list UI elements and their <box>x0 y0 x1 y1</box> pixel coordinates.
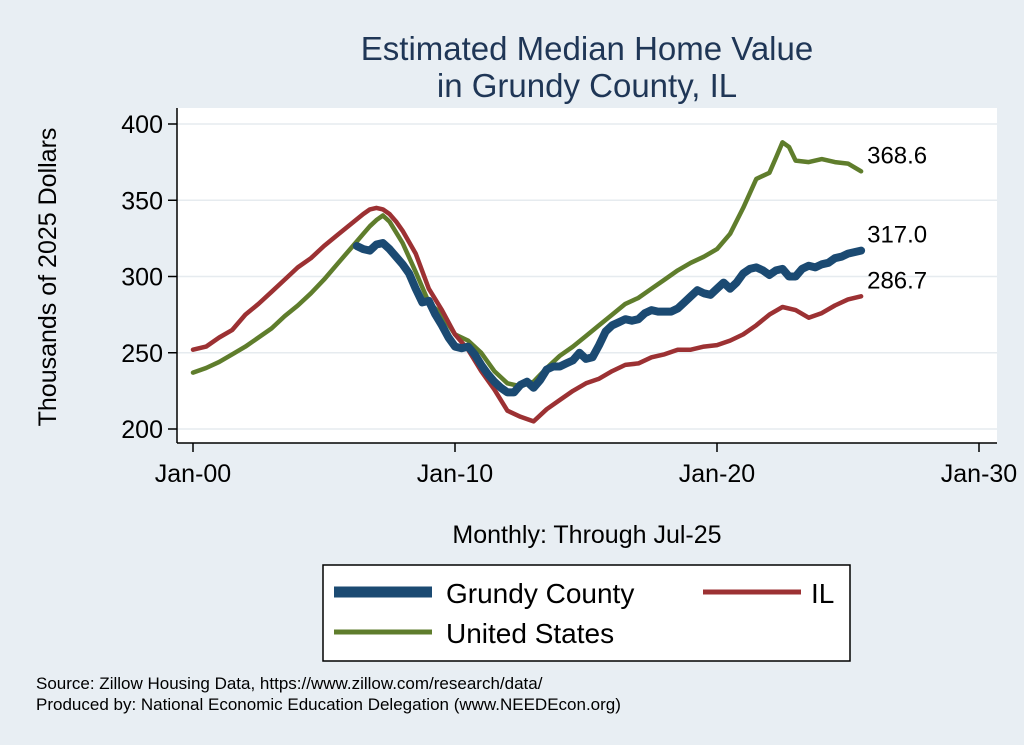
chart-title-line-2: in Grundy County, IL <box>437 67 737 104</box>
x-tick-label-Jan-10: Jan-10 <box>417 460 493 488</box>
legend-label-united-states: United States <box>446 618 614 649</box>
x-axis-title: Monthly: Through Jul-25 <box>452 521 721 549</box>
legend-label-il: IL <box>811 578 834 609</box>
legend-box <box>322 564 851 662</box>
legend: Grundy County IL United States <box>322 564 851 662</box>
y-axis-title: Thousands of 2025 Dollars <box>34 128 62 427</box>
end-label-grundy-county: 317.0 <box>867 222 927 249</box>
series-line-il <box>190 205 864 424</box>
producer-note: Produced by: National Economic Education… <box>36 695 621 714</box>
y-tick-label-300: 300 <box>121 264 163 292</box>
legend-label-grundy-county: Grundy County <box>446 578 634 609</box>
x-tick-label-Jan-20: Jan-20 <box>679 460 755 488</box>
x-tick-label-Jan-30: Jan-30 <box>941 460 1017 488</box>
y-tick-label-250: 250 <box>121 340 163 368</box>
series-line-grundy-county <box>352 239 866 397</box>
chart-title-line-1: Estimated Median Home Value <box>361 30 813 67</box>
x-tick-label-Jan-00: Jan-00 <box>155 460 231 488</box>
y-tick-label-400: 400 <box>121 111 163 139</box>
y-tick-label-200: 200 <box>121 416 163 444</box>
source-note: Source: Zillow Housing Data, https://www… <box>36 674 543 693</box>
axes: 200 250 300 350 400 Jan-00 Jan-10 Jan-20 Jan-30 <box>121 108 1017 488</box>
plot-area <box>177 108 997 443</box>
series-lines <box>190 140 866 424</box>
end-label-il: 286.7 <box>867 267 927 294</box>
end-labels: 368.6 286.7 317.0 <box>867 142 927 294</box>
grid-lines <box>177 123 997 430</box>
y-tick-label-350: 350 <box>121 187 163 215</box>
end-label-united-states: 368.6 <box>867 142 927 169</box>
